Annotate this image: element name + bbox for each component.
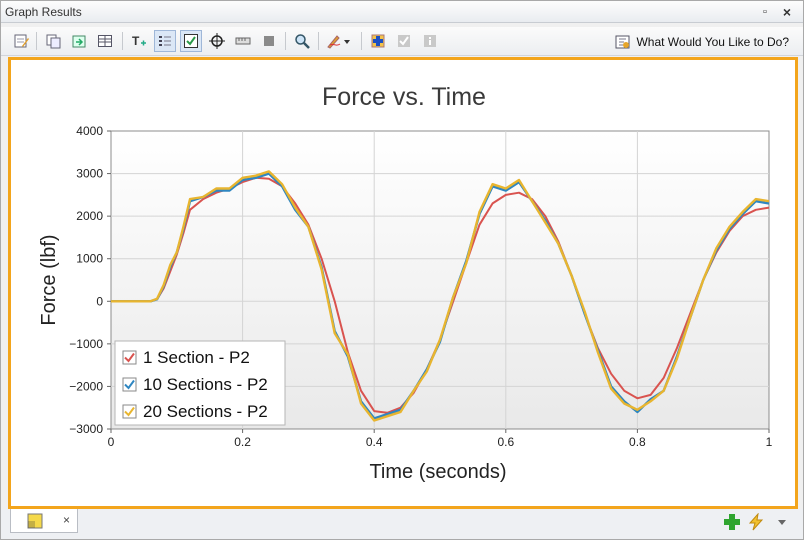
legend-check-mark [124,379,135,390]
checkbox-icon[interactable] [180,30,202,52]
toolbar-separator [285,32,286,50]
force-time-chart[interactable]: 0 0.2 0.4 0.6 0.8 1 4000 3000 2000 1000 0 −1000 −200… [11,60,795,506]
ruler-icon[interactable] [232,30,254,52]
x-tick-label: 1 [766,435,773,449]
toolbar-separator [122,32,123,50]
legend-check-mark [124,406,135,417]
graph-tab[interactable]: × [10,509,78,533]
x-tick-label: 0.2 [234,435,251,449]
y-tick-label: 1000 [76,252,103,266]
text-annotation-icon[interactable]: T [128,30,150,52]
toolbar-separator [361,32,362,50]
legend-entry-label: 1 Section - P2 [143,348,250,367]
legend-checkbox[interactable] [122,350,137,365]
copy-icon[interactable] [42,30,64,52]
info-disabled-icon[interactable] [419,30,441,52]
help-search-button[interactable]: What Would You Like to Do? [615,32,789,52]
legend-icon[interactable] [154,30,176,52]
add-graph-icon[interactable] [723,513,741,531]
stop-icon[interactable] [258,30,280,52]
graph-tab-icon [27,513,43,529]
add-icon[interactable] [367,30,389,52]
help-label: What Would You Like to Do? [636,35,789,49]
dropdown-arrow-icon[interactable] [773,513,791,531]
series-line-3 [111,170,770,422]
zoom-icon[interactable] [291,30,313,52]
legend-entry-label: 20 Sections - P2 [143,402,268,421]
y-axis-label: Force (lbf) [38,234,60,325]
lightning-icon[interactable] [747,512,765,531]
y-tick-label: 0 [96,294,103,308]
y-tick-label: 4000 [76,124,103,138]
edit-icon[interactable] [10,30,32,52]
chart-legend[interactable]: 1 Section - P2 10 Sections - P2 20 Section… [114,340,286,426]
graph-panel[interactable]: 0 0.2 0.4 0.6 0.8 1 4000 3000 2000 1000 0 −1000 −200… [8,57,798,509]
legend-entry-label: 10 Sections - P2 [143,375,268,394]
y-tick-label: −1000 [69,337,103,351]
check-disabled-icon[interactable] [393,30,415,52]
toolbar: T [1,27,803,56]
help-icon [615,34,631,50]
x-tick-label: 0.4 [366,435,383,449]
svg-text:T: T [132,34,140,48]
y-tick-label: −2000 [69,379,103,393]
tick-labels: 0 0.2 0.4 0.6 0.8 1 4000 3000 2000 1000 0 −1000 −200… [69,124,772,449]
window-title: Graph Results [5,5,82,19]
legend-checkbox[interactable] [122,404,137,419]
tab-close-button[interactable]: × [63,513,71,527]
legend-checkbox[interactable] [122,377,137,392]
y-tick-label: 2000 [76,209,103,223]
pen-icon[interactable] [324,30,354,52]
close-button[interactable]: × [782,4,792,20]
y-tick-label: 3000 [76,167,103,181]
crosshair-icon[interactable] [206,30,228,52]
toolbar-separator [318,32,319,50]
x-tick-label: 0 [108,435,115,449]
window-titlebar: Graph Results ▫ × [1,1,803,23]
legend-box [114,340,286,426]
export-icon[interactable] [68,30,90,52]
chart-title: Force vs. Time [322,83,486,111]
x-axis-label: Time (seconds) [369,461,506,483]
series-group [111,170,770,422]
legend-check-mark [124,352,135,363]
bottom-bar: × [1,509,803,539]
toolbar-separator [36,32,37,50]
x-tick-label: 0.8 [629,435,646,449]
table-icon[interactable] [94,30,116,52]
x-tick-label: 0.6 [497,435,514,449]
y-tick-label: −3000 [69,422,103,436]
pin-button[interactable]: ▫ [763,6,767,18]
